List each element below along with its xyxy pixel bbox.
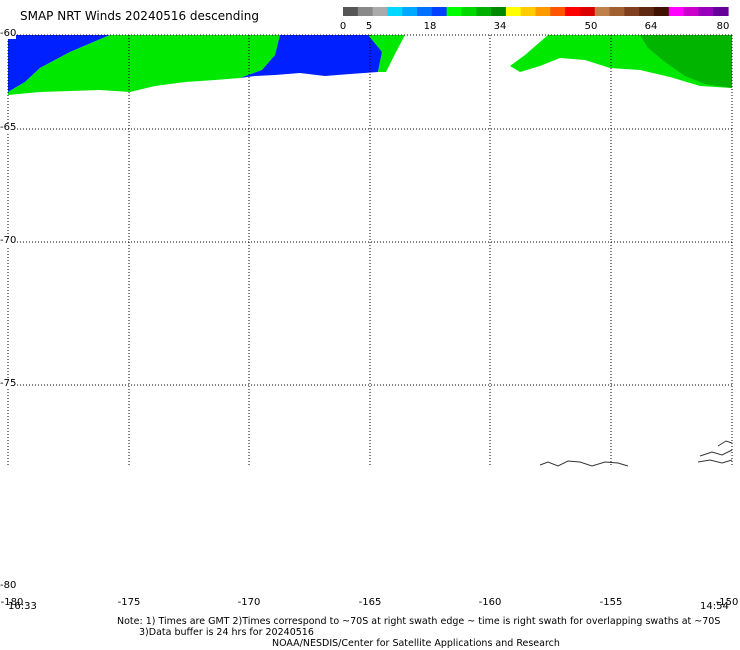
colorbar-segment (639, 7, 655, 16)
wind-swath-green-middle (368, 35, 405, 72)
colorbar-segment (372, 7, 389, 16)
colorbar-segment (579, 7, 596, 16)
colorbar-tick: 18 (423, 21, 437, 32)
colorbar-tick: 80 (716, 21, 730, 32)
colorbar-segment (535, 7, 551, 16)
colorbar-segment (387, 7, 403, 16)
colorbar-segment (624, 7, 640, 16)
wind-swath-green-left (8, 35, 280, 95)
colorbar-segment (683, 7, 699, 16)
colorbar-segment (446, 7, 463, 16)
map-title: SMAP NRT Winds 20240516 descending (20, 9, 259, 23)
colorbar-segment (505, 7, 522, 16)
colorbar-segment (713, 7, 729, 16)
wind-swath-darkgreen-right (640, 35, 732, 88)
lat-label: -75 (0, 378, 17, 389)
lon-label: -180 (0, 597, 24, 608)
wind-swath-blue-middle (240, 35, 382, 78)
lat-label: -70 (0, 235, 17, 246)
lat-label: -65 (0, 122, 17, 133)
lon-label: -160 (478, 597, 502, 608)
lat-label: -60 (0, 28, 17, 39)
colorbar-segment (520, 7, 537, 16)
lat-label: -80 (0, 580, 17, 591)
colorbar-tick: 5 (365, 21, 373, 32)
colorbar-segment (653, 7, 670, 16)
colorbar-segment (550, 7, 566, 16)
colorbar-segment (357, 7, 374, 16)
colorbar-segment (402, 7, 418, 16)
colorbar-tick: 0 (339, 21, 347, 32)
colorbar-segment (668, 7, 685, 16)
colorbar-segment (565, 7, 581, 16)
credit-line: NOAA/NESDIS/Center for Satellite Applica… (272, 638, 560, 649)
colorbar-tick: 64 (644, 21, 658, 32)
colorbar-segment (431, 7, 448, 16)
colorbar-tick: 34 (493, 21, 507, 32)
lon-label: -175 (117, 597, 141, 608)
colorbar-segment (698, 7, 714, 16)
wind-swath-blue-left (8, 35, 110, 92)
colorbar-segment (594, 7, 611, 16)
lon-gridlines (7, 35, 733, 465)
lon-label: -165 (358, 597, 382, 608)
colorbar-tick: 50 (584, 21, 598, 32)
note-line-1: Note: 1) Times are GMT 2)Times correspon… (117, 616, 721, 627)
coastline (539, 440, 733, 467)
lon-label: -150 (715, 597, 739, 608)
colorbar-segment (343, 7, 359, 16)
colorbar-segment (461, 7, 477, 16)
note-line-2: 3)Data buffer is 24 hrs for 20240516 (139, 627, 314, 638)
time-left-label: 16:33 (8, 601, 37, 612)
colorbar-segment (417, 7, 433, 16)
colorbar-segment (476, 7, 492, 16)
time-right-label: 14:54 (700, 601, 729, 612)
colorbar-segment (491, 7, 507, 16)
lon-label: -170 (237, 597, 261, 608)
lon-label: -155 (599, 597, 623, 608)
colorbar-segment (609, 7, 625, 16)
